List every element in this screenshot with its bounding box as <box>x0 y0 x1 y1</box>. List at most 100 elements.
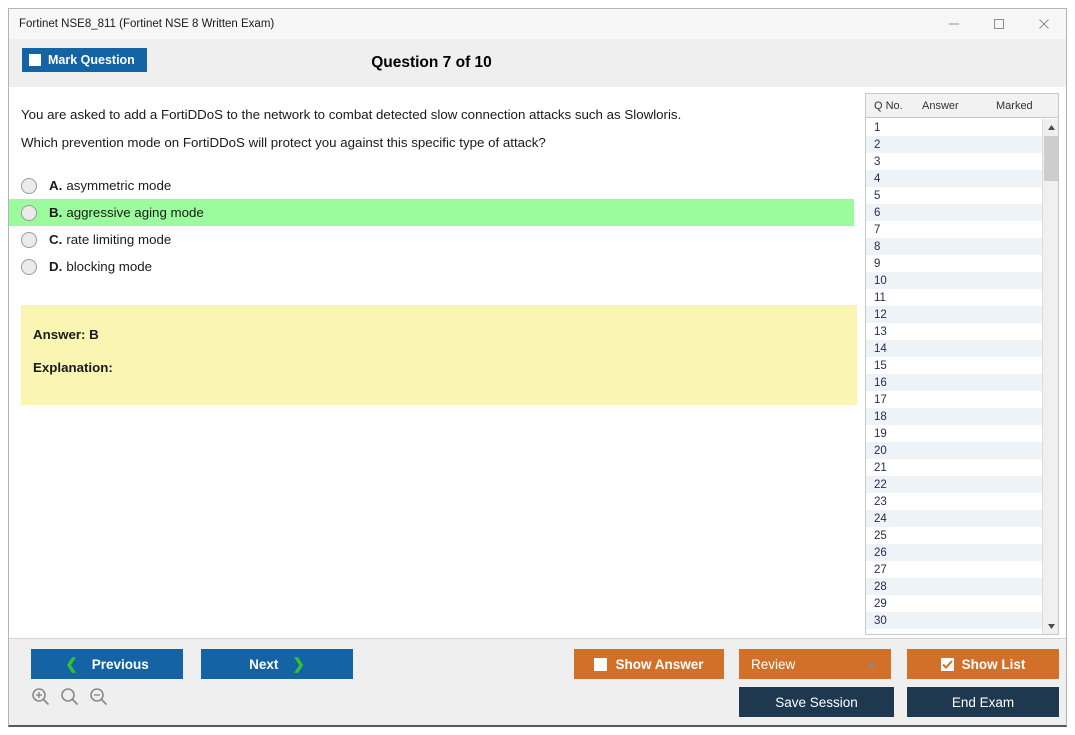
table-row[interactable]: 22 <box>866 476 1043 493</box>
cell-qno: 26 <box>874 546 887 559</box>
question-content: You are asked to add a FortiDDoS to the … <box>9 87 857 725</box>
answer-option-a[interactable]: A. asymmetric mode <box>9 172 854 199</box>
show-list-checkbox[interactable] <box>940 657 954 671</box>
cell-qno: 18 <box>874 410 887 423</box>
mark-question-label: Mark Question <box>48 53 135 67</box>
previous-button[interactable]: ❮ Previous <box>31 649 183 679</box>
cell-qno: 23 <box>874 495 887 508</box>
question-list-header: Q No. Answer Marked <box>866 94 1058 118</box>
minimize-icon[interactable] <box>931 9 976 39</box>
cell-qno: 7 <box>874 223 881 236</box>
cell-qno: 12 <box>874 308 887 321</box>
radio-button[interactable] <box>21 231 37 248</box>
table-row[interactable]: 14 <box>866 340 1043 357</box>
review-dropdown-label: Review <box>751 656 796 672</box>
radio-button[interactable] <box>21 177 37 194</box>
option-text: rate limiting mode <box>66 232 172 247</box>
cell-qno: 29 <box>874 597 887 610</box>
window-controls <box>931 9 1066 39</box>
review-dropdown[interactable]: Review ▲ <box>739 649 891 679</box>
cell-qno: 19 <box>874 427 887 440</box>
answer-options: A. asymmetric mode B. aggressive aging mode… <box>9 172 854 280</box>
option-text: aggressive aging mode <box>66 205 204 220</box>
column-header-qno: Q No. <box>874 99 903 112</box>
table-row[interactable]: 8 <box>866 238 1043 255</box>
table-row[interactable]: 6 <box>866 204 1043 221</box>
cell-qno: 13 <box>874 325 887 338</box>
table-row[interactable]: 28 <box>866 578 1043 595</box>
save-session-button[interactable]: Save Session <box>739 687 894 717</box>
table-row[interactable]: 15 <box>866 357 1043 374</box>
table-row[interactable]: 29 <box>866 595 1043 612</box>
option-letter: B. <box>49 205 63 220</box>
table-row[interactable]: 17 <box>866 391 1043 408</box>
table-row[interactable]: 10 <box>866 272 1043 289</box>
window-title: Fortinet NSE8_811 (Fortinet NSE 8 Writte… <box>19 18 275 30</box>
table-row[interactable]: 2 <box>866 136 1043 153</box>
question-list-scrollbar[interactable] <box>1042 119 1058 634</box>
table-row[interactable]: 20 <box>866 442 1043 459</box>
table-row[interactable]: 16 <box>866 374 1043 391</box>
table-row[interactable]: 19 <box>866 425 1043 442</box>
table-row[interactable]: 7 <box>866 221 1043 238</box>
end-exam-button[interactable]: End Exam <box>907 687 1059 717</box>
answer-option-c[interactable]: C. rate limiting mode <box>9 226 854 253</box>
chevron-up-icon: ▲ <box>866 658 877 670</box>
mark-question-checkbox[interactable] <box>29 54 41 66</box>
table-row[interactable]: 18 <box>866 408 1043 425</box>
cell-qno: 22 <box>874 478 887 491</box>
radio-button[interactable] <box>21 258 37 275</box>
table-row[interactable]: 12 <box>866 306 1043 323</box>
cell-qno: 4 <box>874 172 881 185</box>
cell-qno: 15 <box>874 359 887 372</box>
question-list-rows[interactable]: 1 2 3 4 5 6 7 8 9 10 11 12 13 14 15 16 17 18 19 20 21 22 23 24 2… <box>866 119 1043 634</box>
cell-qno: 3 <box>874 155 881 168</box>
table-row[interactable]: 1 <box>866 119 1043 136</box>
table-row[interactable]: 9 <box>866 255 1043 272</box>
scroll-down-icon[interactable] <box>1043 618 1058 634</box>
next-button-label: Next <box>249 656 279 672</box>
cell-qno: 5 <box>874 189 881 202</box>
table-row[interactable]: 30 <box>866 612 1043 629</box>
cell-qno: 28 <box>874 580 887 593</box>
table-row[interactable]: 13 <box>866 323 1043 340</box>
cell-qno: 2 <box>874 138 881 151</box>
table-row[interactable]: 5 <box>866 187 1043 204</box>
table-row[interactable]: 3 <box>866 153 1043 170</box>
cell-qno: 24 <box>874 512 887 525</box>
answer-panel: Answer: B Explanation: <box>21 305 857 405</box>
cell-qno: 16 <box>874 376 887 389</box>
table-row[interactable]: 25 <box>866 527 1043 544</box>
show-answer-button[interactable]: Show Answer <box>574 649 724 679</box>
cell-qno: 8 <box>874 240 881 253</box>
radio-button[interactable] <box>21 204 37 221</box>
option-letter: C. <box>49 232 63 247</box>
column-header-answer: Answer <box>922 99 959 112</box>
table-row[interactable]: 23 <box>866 493 1043 510</box>
table-row[interactable]: 11 <box>866 289 1043 306</box>
next-button[interactable]: Next ❯ <box>201 649 353 679</box>
question-header: Question 7 of 10 Mark Question <box>9 39 1066 87</box>
zoom-in-icon[interactable] <box>31 687 50 706</box>
answer-option-b[interactable]: B. aggressive aging mode <box>9 199 854 226</box>
zoom-out-icon[interactable] <box>89 687 108 706</box>
table-row[interactable]: 27 <box>866 561 1043 578</box>
table-row[interactable]: 4 <box>866 170 1043 187</box>
show-answer-checkbox[interactable] <box>594 657 608 671</box>
page-title: Question 7 of 10 <box>371 54 492 71</box>
scrollbar-thumb[interactable] <box>1044 136 1058 181</box>
zoom-reset-icon[interactable] <box>60 687 79 706</box>
explanation-label: Explanation: <box>33 360 113 375</box>
scroll-up-icon[interactable] <box>1043 119 1058 135</box>
mark-question-button[interactable]: Mark Question <box>22 48 147 72</box>
table-row[interactable]: 26 <box>866 544 1043 561</box>
table-row[interactable]: 21 <box>866 459 1043 476</box>
table-row[interactable]: 24 <box>866 510 1043 527</box>
close-icon[interactable] <box>1021 9 1066 39</box>
maximize-icon[interactable] <box>976 9 1021 39</box>
show-list-button[interactable]: Show List <box>907 649 1059 679</box>
cell-qno: 27 <box>874 563 887 576</box>
answer-option-d[interactable]: D. blocking mode <box>9 253 854 280</box>
question-list-panel: Q No. Answer Marked 1 2 3 4 5 6 7 8 9 10 11 12 13 14 1… <box>865 93 1059 635</box>
cell-qno: 30 <box>874 614 887 627</box>
